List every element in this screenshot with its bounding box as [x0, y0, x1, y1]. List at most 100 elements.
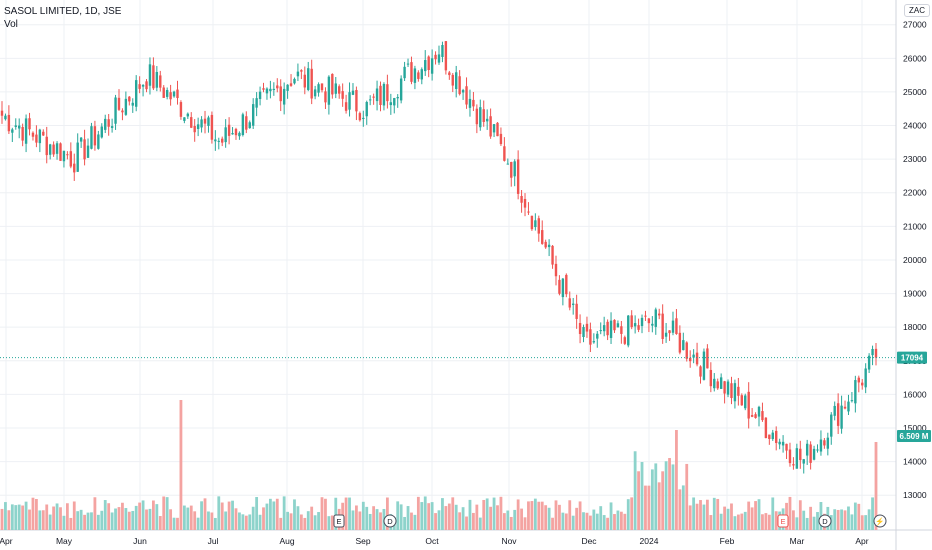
x-tick-label: Aug: [279, 536, 294, 546]
volume-bar: [847, 506, 850, 530]
volume-bar: [585, 512, 589, 530]
candle-body: [186, 113, 190, 117]
candle-body: [410, 62, 413, 82]
volume-bar: [279, 517, 283, 530]
candle-body: [819, 439, 823, 452]
volume-bar: [127, 511, 131, 530]
candle-body: [544, 241, 547, 248]
candle-body: [420, 69, 423, 80]
event-label: D: [822, 517, 828, 526]
volume-bar: [355, 505, 358, 530]
volume-bar: [76, 511, 80, 530]
candle-body: [238, 132, 241, 137]
candle-body: [289, 83, 293, 86]
volume-bar: [10, 504, 14, 530]
candle-body: [867, 355, 871, 370]
volume-bar: [475, 504, 479, 530]
x-tick-label: Oct: [425, 536, 439, 546]
candle-body: [716, 381, 719, 389]
candle-body: [554, 263, 558, 277]
last-price-tag: [897, 351, 927, 364]
candle-body: [771, 432, 774, 440]
volume-legend: Vol: [4, 19, 18, 30]
candle-body: [768, 434, 771, 439]
volume-bar: [220, 502, 224, 530]
volume-bar: [203, 498, 207, 530]
volume-bar: [100, 510, 104, 530]
y-tick-label: 23000: [903, 154, 927, 164]
last-volume-label: 6.509 M: [900, 432, 929, 441]
candle-body: [386, 84, 389, 102]
volume-bar: [38, 510, 42, 530]
volume-bar: [709, 515, 713, 530]
volume-bar: [840, 509, 843, 530]
volume-bar: [613, 514, 616, 530]
volume-bar: [723, 506, 726, 530]
y-tick-label: 21000: [903, 221, 927, 231]
volume-bar: [850, 514, 854, 530]
volume-bar: [657, 482, 661, 530]
volume-bar: [413, 514, 417, 530]
candle-body: [523, 198, 527, 208]
volume-bar: [210, 512, 214, 530]
candle-body: [461, 90, 465, 93]
volume-bar: [761, 514, 764, 530]
candle-body: [778, 441, 781, 445]
volume-bar: [771, 497, 775, 530]
candle-body: [258, 91, 262, 99]
candle-body: [565, 274, 568, 295]
candle-body: [479, 107, 482, 128]
candle-body: [871, 348, 874, 356]
volume-bar: [523, 517, 527, 530]
candle-body: [826, 437, 830, 449]
volume-bar: [547, 507, 551, 530]
volume-bar: [165, 497, 169, 530]
volume-bar: [444, 506, 448, 530]
volume-bar: [595, 513, 599, 530]
volume-bar: [17, 504, 21, 530]
candle-body: [303, 74, 307, 88]
candle-body: [224, 127, 227, 143]
candle-body: [362, 117, 365, 120]
volume-bar: [482, 499, 486, 530]
candle-body: [589, 329, 592, 345]
volume-bar: [348, 497, 351, 530]
candle-body: [0, 110, 4, 116]
candle-body: [210, 114, 214, 140]
volume-bar: [589, 515, 592, 530]
volume-bar: [637, 471, 640, 530]
volume-bar: [31, 497, 35, 530]
candle-body: [510, 161, 513, 178]
candle-body: [4, 115, 7, 120]
volume-bar: [72, 501, 76, 530]
candle-body: [365, 101, 368, 117]
candle-body: [152, 65, 155, 89]
candle-body: [179, 102, 183, 117]
volume-bar: [59, 507, 62, 530]
y-tick-label: 14000: [903, 457, 927, 467]
candle-body: [169, 92, 172, 100]
volume-bar: [647, 485, 651, 530]
volume-bar: [640, 462, 644, 530]
volume-bar: [334, 497, 338, 530]
candle-body: [685, 342, 688, 359]
volume-bar: [650, 469, 654, 530]
candle-body: [823, 440, 826, 446]
volume-bar: [558, 504, 561, 530]
candle-body: [7, 114, 11, 132]
volume-bar: [207, 511, 210, 530]
volume-bar: [114, 508, 117, 530]
candle-body: [348, 92, 351, 110]
currency-badge[interactable]: ZAC: [904, 4, 930, 17]
volume-bar: [726, 508, 730, 530]
volume-bar: [296, 506, 300, 530]
volume-bar: [606, 517, 610, 530]
y-tick-label: 22000: [903, 188, 927, 198]
volume-bar: [578, 501, 582, 530]
volume-bar: [423, 496, 427, 530]
volume-bar: [427, 503, 431, 530]
volume-bar: [21, 505, 25, 530]
volume-bar: [148, 508, 152, 530]
candle-body: [341, 91, 344, 99]
